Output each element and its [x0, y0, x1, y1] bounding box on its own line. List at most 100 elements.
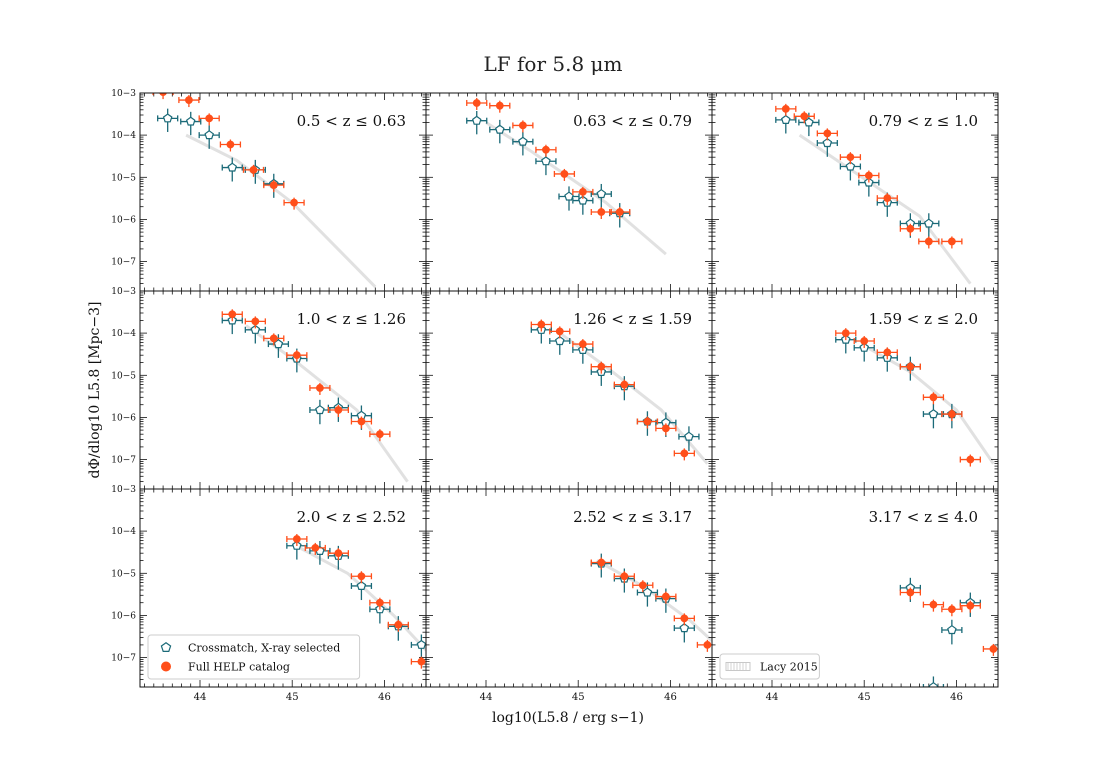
help-point — [512, 120, 534, 133]
help-marker — [292, 535, 301, 543]
x-tick-label: 46 — [378, 692, 391, 703]
help-point — [922, 599, 945, 612]
y-tick-label: 10−7 — [111, 258, 136, 268]
panel-9: 44 45 46 3.17 < z ≤ 4.0 — [711, 488, 999, 703]
help-series — [221, 309, 391, 442]
help-point — [198, 113, 220, 126]
help-marker — [680, 614, 689, 623]
panel-label: 0.5 < z ≤ 0.63 — [297, 112, 406, 130]
crossmatch-point — [535, 151, 557, 176]
crossmatch-point — [410, 634, 426, 660]
y-tick-label: 10−7 — [111, 654, 136, 664]
legend-frame — [147, 634, 361, 680]
legend-lacy-patch — [725, 662, 751, 671]
help-marker — [578, 340, 587, 348]
help-point — [613, 379, 636, 392]
crossmatch-point — [922, 676, 945, 687]
x-tick-label: 44 — [766, 692, 779, 703]
crossmatch-marker — [577, 195, 588, 205]
legend-box: Lacy 2015 — [719, 653, 820, 680]
lacy-2015-curve — [798, 133, 972, 285]
help-marker — [966, 455, 975, 464]
crossmatch-point — [673, 617, 695, 643]
help-point — [835, 328, 857, 341]
crossmatch-point — [180, 111, 202, 136]
panel-label: 2.52 < z ≤ 3.17 — [573, 508, 692, 526]
help-point — [549, 326, 571, 339]
help-marker — [680, 449, 689, 458]
help-point — [242, 164, 265, 177]
crossmatch-marker — [494, 124, 505, 134]
help-point — [244, 316, 266, 329]
help-point — [673, 448, 695, 461]
x-axis-label: log10(L5.8 / erg s−1) — [492, 710, 644, 726]
help-point — [309, 382, 331, 395]
help-marker — [846, 153, 855, 162]
crossmatch-marker — [684, 431, 694, 441]
crossmatch-point — [922, 403, 945, 429]
help-point — [899, 361, 922, 374]
help-point — [941, 604, 963, 617]
y-tick-label: 10−3 — [111, 485, 136, 495]
y-tick-label: 10−6 — [111, 215, 136, 225]
help-marker — [620, 572, 629, 581]
help-marker — [292, 351, 301, 360]
help-point — [876, 193, 898, 206]
help-point — [350, 416, 373, 429]
crossmatch-point — [858, 172, 880, 197]
legend-label: Full HELP catalog — [188, 661, 290, 674]
panel-label: 0.63 < z ≤ 0.79 — [573, 112, 692, 130]
help-series — [152, 93, 305, 210]
help-series — [835, 328, 981, 467]
help-marker — [357, 572, 366, 581]
lacy-2015-curve — [185, 133, 377, 288]
help-point — [775, 103, 797, 116]
help-point — [553, 168, 576, 181]
help-point — [590, 361, 612, 374]
help-point — [590, 557, 612, 570]
panel-8: 44 45 46 2.52 < z ≤ 3.17 — [425, 488, 713, 703]
crossmatch-point — [350, 575, 373, 601]
help-point — [853, 336, 875, 349]
help-marker — [205, 114, 214, 123]
panel-4: 10−4 10−5 10−6 10−7 10−3 1.0 < z ≤ 1.26 — [111, 287, 427, 490]
panel-label: 3.17 < z ≤ 4.0 — [869, 508, 978, 526]
help-point — [793, 111, 815, 124]
crossmatch-series — [221, 310, 373, 430]
help-marker — [537, 320, 546, 329]
panel-label: 2.0 < z ≤ 2.52 — [297, 508, 406, 526]
crossmatch-marker — [185, 116, 196, 126]
crossmatch-marker — [564, 191, 574, 201]
crossmatch-marker — [780, 114, 791, 125]
chart-title: LF for 5.8 μm — [483, 52, 622, 76]
help-point — [816, 128, 838, 141]
help-marker — [375, 430, 384, 439]
help-marker — [661, 592, 670, 601]
help-marker — [883, 194, 892, 203]
crossmatch-marker — [162, 113, 173, 123]
help-marker — [883, 348, 892, 357]
crossmatch-marker — [845, 161, 856, 171]
help-marker — [620, 380, 629, 389]
help-marker — [226, 140, 235, 149]
help-point — [466, 97, 488, 110]
x-tick-label: 44 — [480, 692, 493, 703]
help-point — [922, 392, 945, 405]
help-point — [899, 587, 922, 600]
x-tick-label: 44 — [194, 692, 207, 703]
help-marker — [555, 327, 564, 336]
help-marker — [823, 129, 832, 138]
help-marker — [597, 362, 606, 371]
help-point — [410, 656, 426, 669]
y-axis-label: dΦ/dlog10 L5.8 [Mpc−3] — [87, 302, 103, 479]
help-point — [221, 309, 243, 322]
crossmatch-point — [798, 112, 820, 137]
crossmatch-point — [636, 582, 659, 607]
help-marker — [159, 93, 167, 97]
x-tick-label: 46 — [950, 692, 963, 703]
panel-label: 1.26 < z ≤ 1.59 — [573, 310, 692, 328]
help-point — [572, 186, 594, 199]
help-marker — [184, 96, 193, 104]
y-tick-label: 10−3 — [111, 89, 136, 99]
